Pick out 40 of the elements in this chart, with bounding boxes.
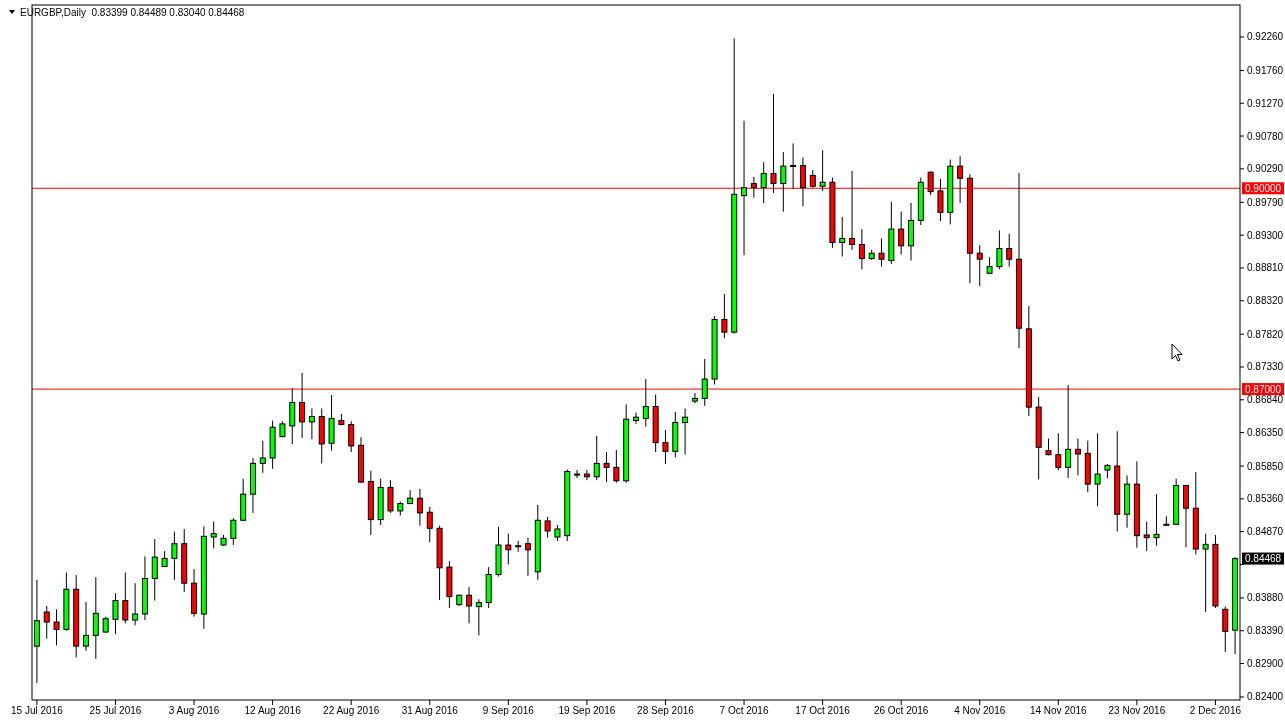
y-tick-label: 0.85850 <box>1247 460 1284 472</box>
x-tick-label: 28 Sep 2016 <box>637 705 695 716</box>
x-tick-label: 12 Aug 2016 <box>244 705 302 716</box>
y-tick-label: 0.90780 <box>1247 130 1284 142</box>
y-tick-label: 0.91270 <box>1247 97 1284 109</box>
ref-line-label: 0.90000 <box>1245 182 1282 194</box>
x-tick-label: 3 Aug 2016 <box>168 705 220 716</box>
y-tick-label: 0.85360 <box>1247 493 1284 505</box>
y-tick-label: 0.83880 <box>1247 592 1284 604</box>
x-tick-label: 26 Oct 2016 <box>873 705 929 716</box>
ref-line-label: 0.87000 <box>1245 383 1282 395</box>
y-tick-label: 0.92260 <box>1247 31 1284 43</box>
x-tick-label: 15 Jul 2016 <box>11 705 64 716</box>
y-tick-label: 0.91760 <box>1247 64 1284 76</box>
y-tick-label: 0.86840 <box>1247 394 1284 406</box>
y-tick-label: 0.88810 <box>1247 262 1284 274</box>
y-tick-label: 0.86350 <box>1247 427 1284 439</box>
y-tick-label: 0.90290 <box>1247 163 1284 175</box>
x-tick-label: 7 Oct 2016 <box>719 705 769 716</box>
y-tick-label: 0.89300 <box>1247 229 1284 241</box>
x-tick-label: 22 Aug 2016 <box>323 705 380 716</box>
y-tick-label: 0.83390 <box>1247 625 1284 637</box>
text: 0.84468 <box>1245 553 1282 565</box>
x-tick-label: 17 Oct 2016 <box>795 705 851 716</box>
y-tick-label: 0.88320 <box>1247 295 1284 307</box>
y-tick-label: 0.87330 <box>1247 361 1284 373</box>
x-tick-label: 2 Dec 2016 <box>1189 705 1242 716</box>
x-tick-label: 23 Nov 2016 <box>1108 705 1166 716</box>
x-tick-label: 19 Sep 2016 <box>558 705 616 716</box>
x-tick-label: 31 Aug 2016 <box>401 705 459 716</box>
y-tick-label: 0.87820 <box>1247 328 1284 340</box>
x-tick-label: 14 Nov 2016 <box>1029 705 1088 716</box>
x-tick-label: 4 Nov 2016 <box>954 705 1006 716</box>
x-tick-label: 25 Jul 2016 <box>89 705 142 716</box>
y-tick-label: 0.82400 <box>1247 691 1284 703</box>
y-tick-label: 0.89790 <box>1247 196 1284 208</box>
y-tick-label: 0.82900 <box>1247 658 1284 670</box>
y-tick-label: 0.84870 <box>1247 526 1284 538</box>
chart-title: EURGBP,Daily 0.83399 0.84489 0.83040 0.84468 <box>20 7 245 18</box>
x-tick-label: 9 Sep 2016 <box>482 705 535 716</box>
